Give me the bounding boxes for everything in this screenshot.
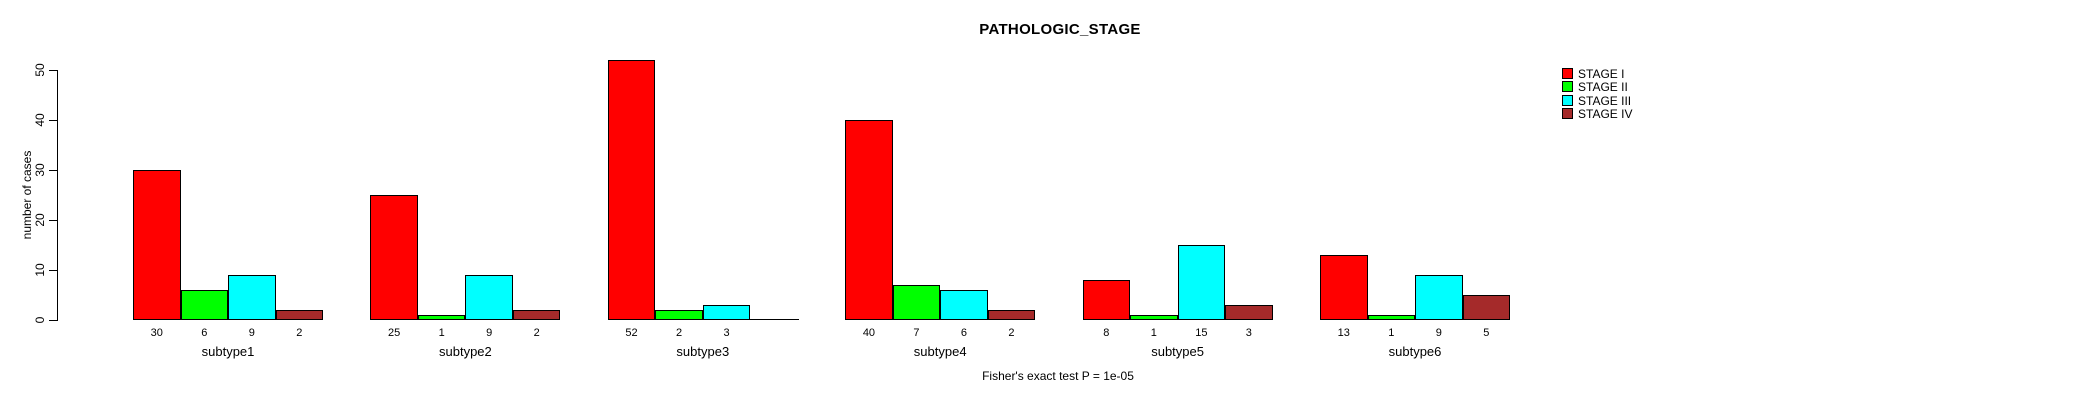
bar-value-label: 1 (1150, 327, 1157, 339)
y-tick-label: 40 (33, 113, 47, 127)
legend-swatch (1562, 94, 1573, 106)
x-category-label: subtype2 (439, 344, 492, 359)
y-tick-label: 0 (33, 316, 47, 324)
bar-value-label: 6 (960, 327, 967, 339)
legend-label: STAGE II (1578, 80, 1628, 95)
bar-value-label: 9 (1435, 327, 1442, 339)
bar-stage-iv-subtype1 (275, 310, 323, 320)
y-axis-line (57, 70, 58, 321)
bar-stage-i-subtype6 (1320, 255, 1368, 320)
bar-value-label: 15 (1195, 327, 1208, 339)
legend-swatch (1562, 81, 1573, 93)
y-tick (49, 220, 57, 221)
bar-value-label: 2 (675, 327, 683, 339)
footer-note: Fisher's exact test P = 1e-05 (982, 369, 1134, 383)
bar-stage-i-subtype3 (607, 60, 656, 320)
bar-value-label: 9 (486, 327, 493, 339)
x-category-label: subtype1 (201, 344, 255, 359)
y-tick (49, 70, 57, 71)
legend-label: STAGE IV (1578, 107, 1633, 122)
y-tick (49, 270, 57, 271)
y-axis-label: number of cases (20, 150, 34, 240)
bar-value-label: 2 (296, 327, 303, 339)
bar-stage-iv-subtype3 (750, 319, 799, 320)
bar-value-label: 3 (1245, 327, 1252, 339)
legend-swatch (1562, 68, 1573, 79)
bar-stage-iv-subtype5 (1225, 305, 1273, 320)
bar-stage-iii-subtype6 (1415, 275, 1463, 320)
y-tick-label: 10 (33, 263, 47, 277)
bar-value-label: 5 (1483, 327, 1490, 339)
bar-stage-ii-subtype5 (1130, 315, 1178, 320)
y-tick-label: 20 (33, 213, 47, 227)
bar-stage-ii-subtype6 (1367, 315, 1415, 320)
bar-stage-i-subtype2 (370, 195, 418, 320)
bar-stage-iv-subtype6 (1462, 295, 1510, 320)
bar-value-label: 40 (862, 327, 876, 339)
legend-swatch (1562, 108, 1573, 120)
bar-stage-i-subtype1 (133, 170, 181, 320)
bar-stage-ii-subtype1 (180, 290, 228, 320)
bar-stage-i-subtype5 (1082, 280, 1131, 320)
bar-stage-iii-subtype4 (940, 290, 988, 320)
bar-value-label: 25 (388, 327, 401, 339)
bar-value-label: 52 (625, 327, 638, 339)
x-category-label: subtype3 (676, 344, 730, 359)
bar-value-label: 6 (201, 327, 208, 339)
bar-stage-iii-subtype3 (702, 305, 751, 320)
bar-stage-iii-subtype2 (465, 275, 513, 320)
legend-label: STAGE III (1578, 93, 1632, 108)
bar-value-label: 13 (1337, 327, 1350, 339)
x-category-label: subtype6 (1388, 344, 1442, 359)
bar-stage-ii-subtype3 (655, 310, 703, 320)
y-tick-label: 30 (33, 163, 47, 177)
bar-stage-iii-subtype1 (228, 275, 276, 320)
x-category-label: subtype4 (913, 344, 967, 359)
bar-stage-iv-subtype4 (987, 310, 1036, 320)
bar-value-label: 8 (1103, 327, 1110, 339)
bar-value-label: 30 (150, 327, 163, 339)
y-tick (49, 320, 57, 321)
x-category-label: subtype5 (1151, 344, 1204, 359)
bar-value-label: 7 (913, 327, 920, 339)
bar-value-label: 1 (438, 327, 445, 339)
bar-value-label: 9 (248, 327, 255, 339)
bar-value-label: 2 (1008, 327, 1015, 339)
bar-stage-iv-subtype2 (512, 310, 561, 320)
bar-value-label: 1 (1388, 327, 1395, 339)
bar-stage-ii-subtype4 (892, 285, 941, 320)
legend-label: STAGE I (1578, 67, 1625, 81)
bar-stage-i-subtype4 (845, 120, 893, 320)
bar-value-label: 2 (533, 327, 540, 339)
bar-stage-ii-subtype2 (417, 315, 466, 320)
chart-title: PATHOLOGIC_STAGE (979, 21, 1141, 38)
y-tick (49, 170, 57, 171)
y-tick-label: 50 (33, 63, 47, 77)
y-tick (49, 120, 57, 121)
bar-stage-iii-subtype5 (1177, 245, 1226, 320)
bar-value-label: 3 (723, 327, 730, 339)
